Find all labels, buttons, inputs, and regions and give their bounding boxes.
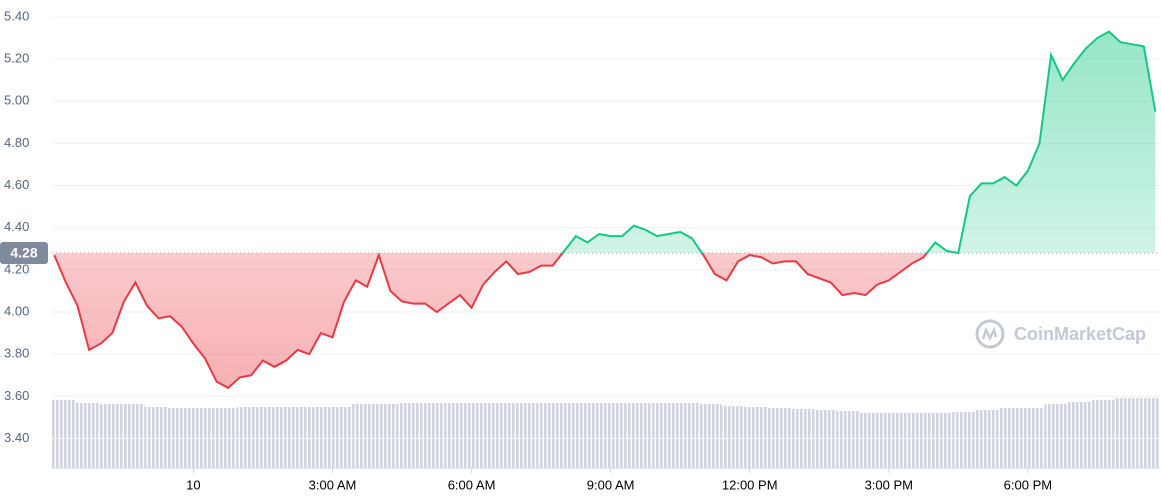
volume-bar [1044, 404, 1068, 468]
volume-bar [282, 407, 306, 468]
x-tick-label: 10 [186, 477, 200, 492]
volume-bar [952, 412, 976, 468]
volume-bar [398, 403, 422, 468]
y-tick-label: 3.60 [4, 388, 29, 403]
volume-bar [906, 413, 930, 468]
volume-bar [490, 403, 514, 468]
plot: 3.40 3.60 3.80 4.00 4.20 4.40 4.60 4.80 5.00 5.20… [0, 8, 1160, 492]
x-tick-label: 12:00 PM [722, 477, 778, 492]
y-tick-label: 4.40 [4, 219, 29, 234]
line-up [378, 30, 1157, 253]
area-down [54, 252, 1156, 388]
volume-bar [75, 403, 99, 468]
volume-bar [975, 410, 999, 468]
volume-bar [513, 403, 537, 468]
volume-bar [1067, 402, 1091, 468]
watermark: CoinMarketCap [975, 319, 1146, 349]
volume-bar [1113, 398, 1137, 468]
volume-bar [121, 404, 145, 468]
volume-bar [467, 403, 491, 468]
x-tick-label: 6:00 PM [1004, 477, 1052, 492]
x-tick-label: 3:00 AM [309, 477, 357, 492]
volume-bar [144, 407, 168, 468]
volume-bar [1136, 398, 1160, 468]
y-tick-label: 4.80 [4, 135, 29, 150]
reference-label: 4.28 [10, 245, 37, 261]
volume-bar [629, 403, 653, 468]
y-tick-label: 3.80 [4, 346, 29, 361]
area-up [562, 31, 1156, 253]
y-tick-label: 3.40 [4, 430, 29, 445]
volume-bar [352, 404, 376, 468]
x-tick-label: 9:00 AM [587, 477, 635, 492]
volume-bar [259, 407, 283, 468]
x-tick-label: 6:00 AM [448, 477, 496, 492]
volume-bar [421, 403, 445, 468]
volume-bar [375, 404, 399, 468]
watermark-text: CoinMarketCap [1014, 324, 1146, 344]
volume-bar [536, 403, 560, 468]
volume-bar [1090, 400, 1114, 468]
volume-bar [859, 413, 883, 468]
volume-bar [236, 407, 260, 468]
y-tick-label: 5.00 [4, 93, 29, 108]
y-tick-label: 4.60 [4, 177, 29, 192]
reference-label-box [0, 241, 48, 264]
volume-bar [929, 413, 953, 468]
volume-bar [559, 403, 583, 468]
y-tick-label: 5.20 [4, 50, 29, 65]
volume-bar [721, 406, 745, 468]
y-tick-label: 5.40 [4, 8, 29, 23]
volume-bar [675, 403, 699, 468]
volume-bar [98, 404, 122, 468]
line-down [53, 252, 960, 390]
volume-bar [582, 403, 606, 468]
volume-bar [698, 404, 722, 468]
volume-bar [606, 403, 630, 468]
volume-bar [329, 407, 353, 468]
y-tick-label: 4.20 [4, 261, 29, 276]
volume-bar [444, 403, 468, 468]
volume-bar [883, 413, 907, 468]
volume-bar [52, 400, 76, 468]
volume-bar [652, 403, 676, 468]
y-tick-label: 4.00 [4, 303, 29, 318]
x-tick-label: 3:00 PM [865, 477, 913, 492]
volume-bar [813, 410, 837, 468]
volume-bar [836, 411, 860, 468]
volume-bar [744, 407, 768, 468]
volume-bar [305, 407, 329, 468]
